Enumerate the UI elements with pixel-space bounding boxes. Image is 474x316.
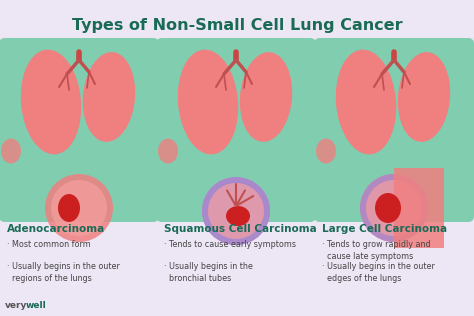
Text: Types of Non-Small Cell Lung Cancer: Types of Non-Small Cell Lung Cancer	[72, 18, 402, 33]
Text: well: well	[26, 301, 47, 310]
Ellipse shape	[83, 52, 135, 142]
Ellipse shape	[226, 206, 250, 226]
Circle shape	[202, 177, 270, 245]
FancyBboxPatch shape	[156, 38, 316, 222]
Ellipse shape	[316, 138, 336, 163]
Circle shape	[51, 180, 107, 236]
FancyBboxPatch shape	[314, 38, 474, 222]
Circle shape	[366, 180, 422, 236]
Text: · Usually begins in the
  bronchial tubes: · Usually begins in the bronchial tubes	[164, 262, 253, 283]
Ellipse shape	[1, 138, 21, 163]
Ellipse shape	[21, 50, 81, 154]
Ellipse shape	[375, 193, 401, 223]
Text: Adenocarcinoma: Adenocarcinoma	[7, 224, 105, 234]
Ellipse shape	[398, 52, 450, 142]
Text: · Most common form: · Most common form	[7, 240, 91, 249]
Text: · Usually begins in the outer
  edges of the lungs: · Usually begins in the outer edges of t…	[322, 262, 435, 283]
FancyBboxPatch shape	[394, 168, 444, 248]
FancyBboxPatch shape	[0, 38, 159, 222]
Text: · Tends to grow rapidly and
  cause late symptoms: · Tends to grow rapidly and cause late s…	[322, 240, 430, 261]
Text: Large Cell Carcinoma: Large Cell Carcinoma	[322, 224, 447, 234]
Circle shape	[45, 174, 113, 242]
Circle shape	[360, 174, 428, 242]
Circle shape	[202, 177, 270, 245]
Text: very: very	[5, 301, 27, 310]
Ellipse shape	[158, 138, 178, 163]
Text: · Usually begins in the outer
  regions of the lungs: · Usually begins in the outer regions of…	[7, 262, 120, 283]
Ellipse shape	[240, 52, 292, 142]
Circle shape	[208, 183, 264, 239]
Ellipse shape	[336, 50, 396, 154]
Ellipse shape	[178, 50, 238, 154]
Text: Squamous Cell Carcinoma: Squamous Cell Carcinoma	[164, 224, 317, 234]
Ellipse shape	[58, 194, 80, 222]
Circle shape	[360, 174, 428, 242]
Text: · Tends to cause early symptoms: · Tends to cause early symptoms	[164, 240, 296, 249]
